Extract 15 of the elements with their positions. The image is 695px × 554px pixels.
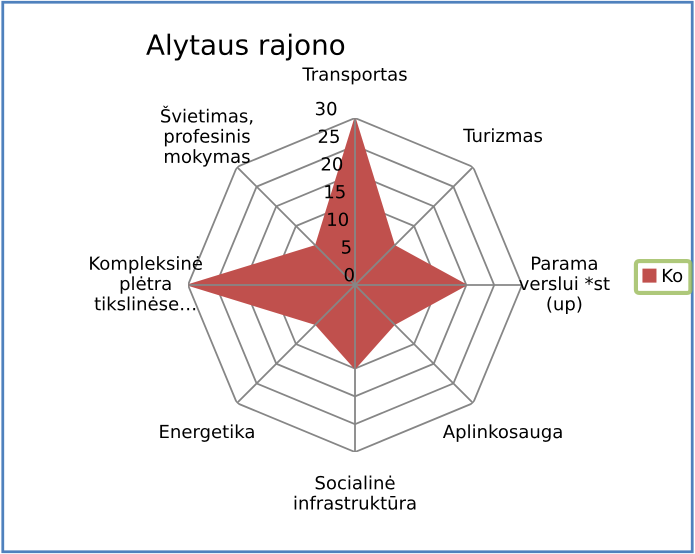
spoke-label: Kompleksinė plėtra tikslinėse… — [90, 256, 202, 310]
y-tick-label: 5 — [342, 240, 351, 254]
y-tick-label: 25 — [318, 129, 339, 144]
spoke-label: Parama verslui *st (up) — [519, 256, 610, 314]
legend-label: Ko — [662, 268, 682, 282]
spoke-label: Transportas — [302, 67, 407, 84]
chart-title: Alytaus rajono — [146, 34, 344, 61]
spoke-label: Energetika — [160, 424, 254, 442]
spoke-label: Švietimas, profesinis mokymas — [161, 106, 252, 167]
spoke-label: Turizmas — [463, 128, 542, 142]
y-tick-label: 0 — [344, 268, 354, 282]
spoke-label: Socialinė infrastruktūra — [294, 476, 416, 510]
y-tick-label: 10 — [328, 212, 348, 226]
spoke-label: Aplinkosauga — [442, 424, 562, 442]
y-tick-label: 30 — [316, 102, 336, 116]
